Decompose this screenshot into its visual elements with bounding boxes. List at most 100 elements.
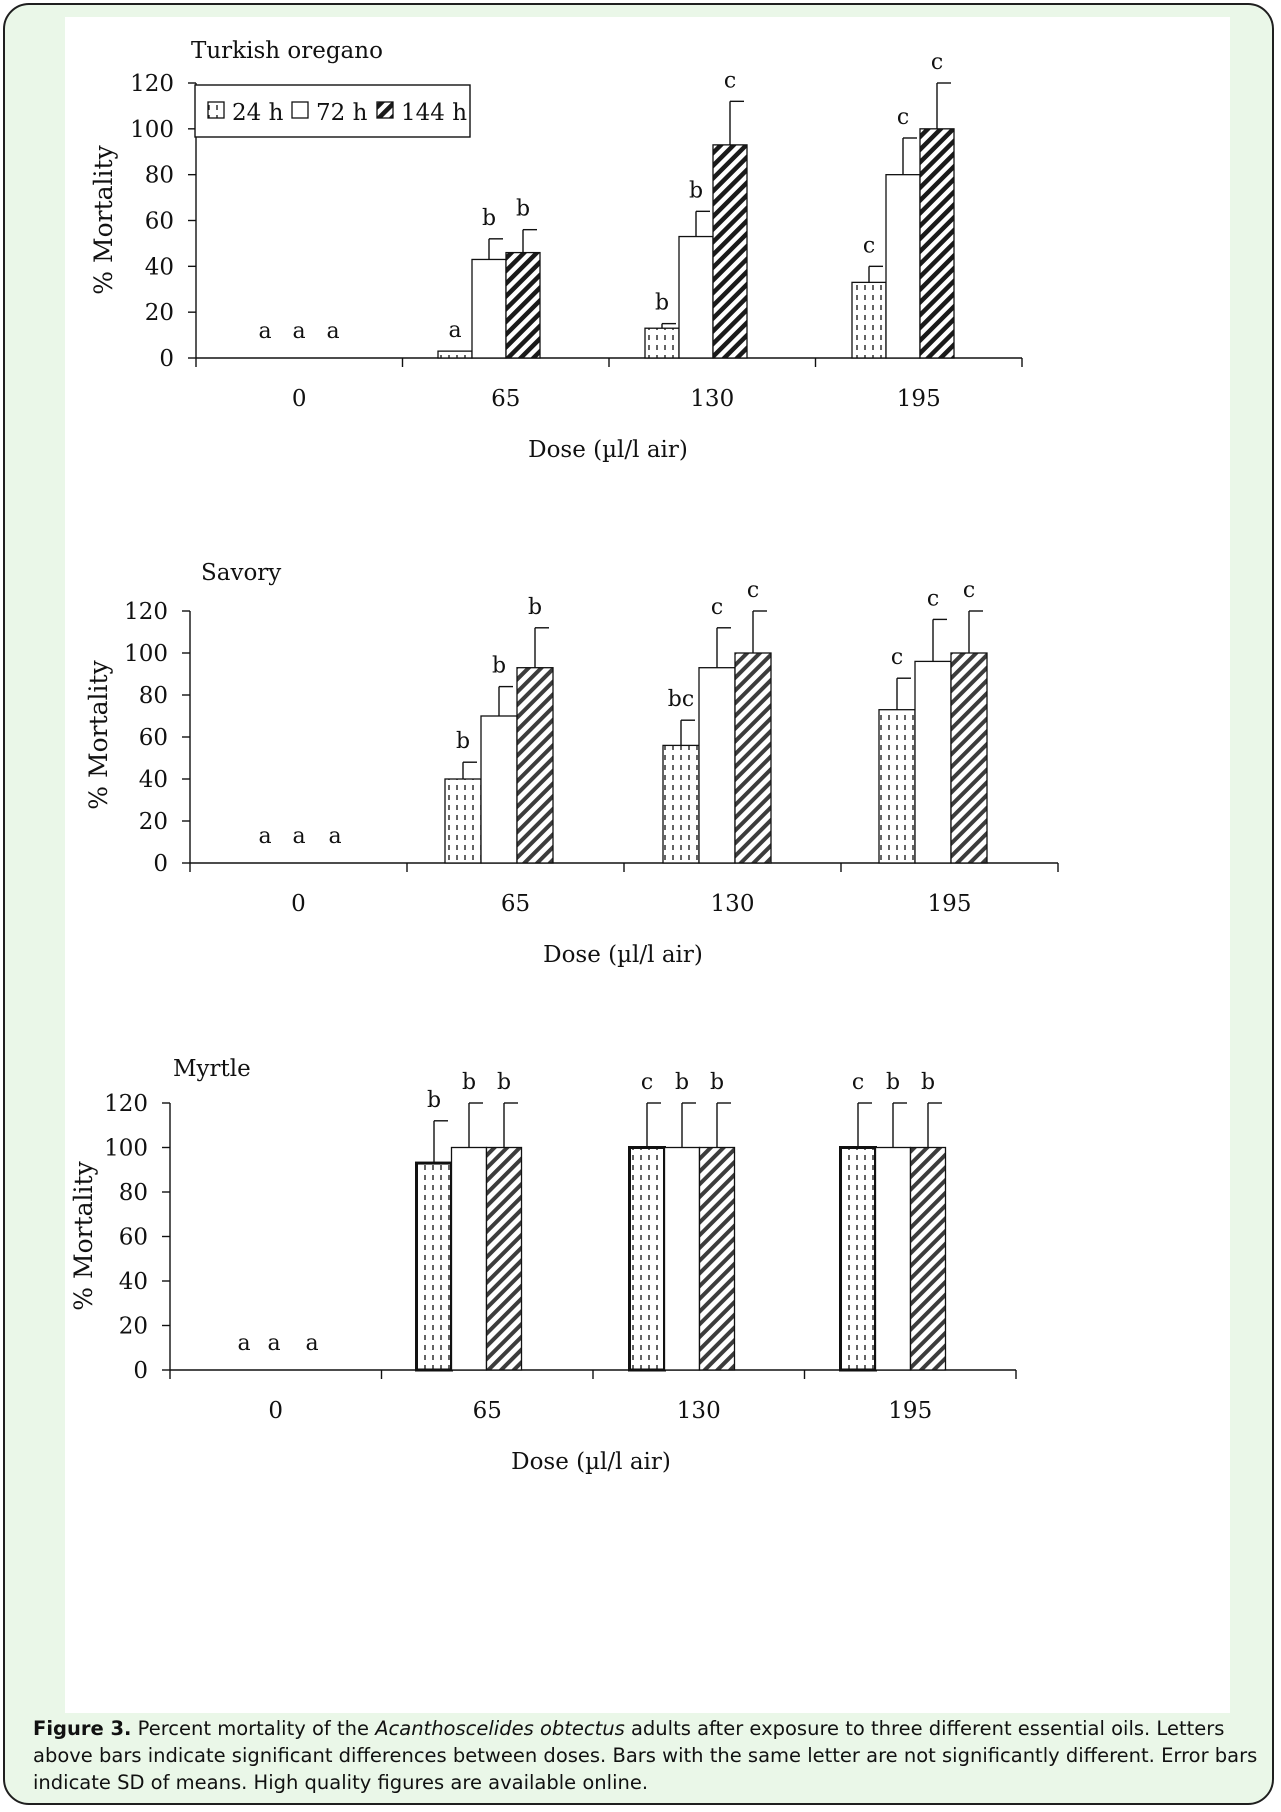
figure-frame: Turkish oregano 0 20 40 60 80 100 120 % Mortalit… bbox=[3, 3, 1274, 1805]
significance-letter: a bbox=[237, 1331, 250, 1356]
bar-144h bbox=[505, 251, 541, 359]
legend-swatch bbox=[376, 101, 394, 119]
x-tick-label: 0 bbox=[291, 891, 306, 917]
significance-letter: b bbox=[482, 206, 496, 231]
x-tick-label: 195 bbox=[888, 1398, 932, 1424]
x-tick-label: 195 bbox=[928, 891, 972, 917]
significance-letter: a bbox=[258, 824, 271, 849]
x-tick-label: 0 bbox=[292, 386, 307, 412]
figure-caption: Figure 3. Percent mortality of the Acant… bbox=[33, 1715, 1258, 1796]
y-tick-label: 0 bbox=[159, 346, 174, 372]
bar-72h bbox=[678, 235, 714, 359]
significance-letter: a bbox=[292, 319, 305, 344]
bar-24h bbox=[437, 350, 473, 359]
significance-letter: b bbox=[886, 1070, 900, 1095]
bar-24h bbox=[444, 778, 482, 864]
bar-72h bbox=[874, 1146, 912, 1371]
bar-144h bbox=[698, 1146, 736, 1371]
y-tick-label: 20 bbox=[139, 809, 168, 835]
significance-letter: c bbox=[891, 645, 903, 670]
y-tick-label: 0 bbox=[133, 1358, 148, 1384]
y-tick-label: 100 bbox=[124, 641, 168, 667]
x-axis-label: Dose (µl/l air) bbox=[511, 1449, 671, 1475]
x-tick-label: 0 bbox=[268, 1398, 283, 1424]
significance-letter: b bbox=[456, 729, 470, 754]
significance-letter: a bbox=[328, 824, 341, 849]
y-tick-label: 0 bbox=[153, 851, 168, 877]
significance-letter: b bbox=[710, 1070, 724, 1095]
legend-entry: 24 h bbox=[232, 100, 284, 126]
significance-letter: a bbox=[258, 319, 271, 344]
x-tick-label: 65 bbox=[473, 1398, 502, 1424]
significance-letter: c bbox=[897, 105, 909, 130]
x-tick-label: 65 bbox=[491, 386, 520, 412]
chart-panel-2: Savory 0 20 40 60 80 100 120 % Mortality 0 65 130 19… bbox=[84, 560, 1059, 968]
legend-swatch bbox=[207, 101, 225, 119]
y-tick-label: 60 bbox=[119, 1225, 148, 1251]
bar-144h bbox=[950, 652, 988, 864]
bar-72h bbox=[480, 715, 518, 864]
significance-letter: a bbox=[267, 1331, 280, 1356]
bar-72h bbox=[885, 174, 921, 359]
significance-letter: a bbox=[448, 318, 461, 343]
bar-144h bbox=[712, 144, 748, 359]
significance-letter: a bbox=[326, 319, 339, 344]
bar-72h bbox=[450, 1146, 488, 1371]
y-tick-label: 60 bbox=[139, 725, 168, 751]
y-tick-label: 100 bbox=[130, 117, 174, 143]
significance-letter: b bbox=[497, 1070, 511, 1095]
legend-box bbox=[194, 84, 471, 138]
bar-144h bbox=[909, 1146, 947, 1371]
bar-72h bbox=[698, 667, 736, 864]
significance-letter: b bbox=[921, 1070, 935, 1095]
y-tick-label: 100 bbox=[104, 1136, 148, 1162]
y-tick-label: 40 bbox=[119, 1269, 148, 1295]
caption-label: Figure 3. bbox=[33, 1717, 132, 1740]
y-tick-label: 20 bbox=[119, 1314, 148, 1340]
y-tick-label: 120 bbox=[104, 1091, 148, 1117]
bar-72h bbox=[663, 1146, 701, 1371]
legend: 24 h 72 h 144 h bbox=[194, 84, 471, 138]
y-tick-label: 80 bbox=[119, 1180, 148, 1206]
significance-letter: c bbox=[747, 578, 759, 603]
x-tick-label: 130 bbox=[711, 891, 755, 917]
bar-72h bbox=[914, 660, 952, 864]
bar-144h bbox=[734, 652, 772, 864]
legend-entry: 144 h bbox=[401, 100, 467, 126]
significance-letter: a bbox=[305, 1331, 318, 1356]
x-tick-label: 195 bbox=[897, 386, 941, 412]
significance-letter: b bbox=[528, 595, 542, 620]
significance-letter: a bbox=[292, 824, 305, 849]
significance-letter: c bbox=[852, 1070, 864, 1095]
chart-title: Myrtle bbox=[173, 1056, 251, 1082]
bar-24h bbox=[878, 709, 916, 864]
caption-species: Acanthoscelides obtectus bbox=[375, 1717, 625, 1740]
caption-text-after: adults after exposure to three different… bbox=[33, 1717, 1258, 1794]
y-axis-label: % Mortality bbox=[84, 659, 113, 809]
bar-24h bbox=[644, 327, 680, 359]
significance-letter: c bbox=[711, 595, 723, 620]
x-tick-label: 130 bbox=[690, 386, 734, 412]
x-axis-label: Dose (µl/l air) bbox=[528, 437, 688, 463]
significance-letter: c bbox=[641, 1070, 653, 1095]
caption-text-before: Percent mortality of the bbox=[131, 1717, 376, 1740]
y-tick-label: 80 bbox=[139, 683, 168, 709]
figure-charts: Turkish oregano 0 20 40 60 80 100 120 % Mortalit… bbox=[69, 38, 1059, 1475]
significance-letter: b bbox=[492, 654, 506, 679]
significance-letter: b bbox=[462, 1070, 476, 1095]
bar-144h bbox=[485, 1146, 523, 1371]
significance-letter: bc bbox=[668, 687, 694, 712]
significance-letter: c bbox=[863, 233, 875, 258]
chart-title: Savory bbox=[201, 560, 281, 586]
y-tick-label: 40 bbox=[145, 254, 174, 280]
y-tick-label: 40 bbox=[139, 767, 168, 793]
x-tick-label: 130 bbox=[677, 1398, 721, 1424]
bar-144h bbox=[516, 667, 554, 864]
bar-144h bbox=[919, 128, 955, 359]
chart-title: Turkish oregano bbox=[191, 38, 383, 64]
x-axis-label: Dose (µl/l air) bbox=[543, 942, 703, 968]
bar-24h bbox=[662, 744, 700, 864]
y-tick-label: 80 bbox=[145, 163, 174, 189]
y-tick-label: 120 bbox=[124, 599, 168, 625]
significance-letter: b bbox=[516, 197, 530, 222]
